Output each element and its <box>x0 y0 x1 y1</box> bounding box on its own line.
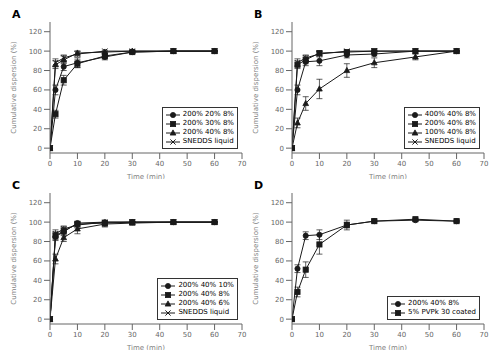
html-text:200% 40% 8%: 200% 40% 8% <box>424 119 476 127</box>
svg-text:Time (min): Time (min) <box>368 173 407 179</box>
svg-text:0: 0 <box>48 160 52 168</box>
svg-text:40: 40 <box>275 277 284 285</box>
svg-text:40: 40 <box>397 160 406 168</box>
svg-text:10: 10 <box>315 331 324 339</box>
svg-text:120: 120 <box>29 28 42 36</box>
svg-text:70: 70 <box>238 160 247 168</box>
svg-text:60: 60 <box>275 257 284 265</box>
svg-text:20: 20 <box>275 296 284 304</box>
html-text:200% 40% 8%: 200% 40% 8% <box>178 290 230 298</box>
svg-text:0: 0 <box>290 160 294 168</box>
svg-text:0: 0 <box>48 331 52 339</box>
svg-text:70: 70 <box>238 331 247 339</box>
svg-text:50: 50 <box>183 160 192 168</box>
html-text:SNEDDS liquid: SNEDDS liquid <box>424 137 476 145</box>
svg-text:60: 60 <box>452 331 461 339</box>
svg-text:120: 120 <box>29 199 42 207</box>
svg-text:80: 80 <box>33 67 42 75</box>
svg-text:0: 0 <box>280 316 284 324</box>
svg-text:20: 20 <box>275 125 284 133</box>
svg-text:30: 30 <box>128 160 137 168</box>
svg-text:100: 100 <box>271 48 284 56</box>
html-text:200% 40% 8%: 200% 40% 8% <box>182 128 234 136</box>
svg-text:50: 50 <box>425 160 434 168</box>
html-text:SNEDDS liquid: SNEDDS liquid <box>182 137 234 145</box>
html-text:SNEDDS liquid: SNEDDS liquid <box>178 308 230 316</box>
svg-text:0: 0 <box>290 331 294 339</box>
svg-text:100: 100 <box>29 219 42 227</box>
svg-text:Time (min): Time (min) <box>126 344 165 350</box>
svg-text:120: 120 <box>271 199 284 207</box>
html-text:D: D <box>254 179 264 192</box>
svg-text:40: 40 <box>155 331 164 339</box>
svg-text:30: 30 <box>128 331 137 339</box>
svg-text:20: 20 <box>100 160 109 168</box>
svg-text:0: 0 <box>38 145 42 153</box>
svg-text:70: 70 <box>480 160 489 168</box>
html-text:200% 20% 8%: 200% 20% 8% <box>182 110 234 118</box>
svg-text:80: 80 <box>275 238 284 246</box>
svg-text:50: 50 <box>183 331 192 339</box>
svg-text:Cumulative dispersion (%): Cumulative dispersion (%) <box>10 41 18 134</box>
svg-text:80: 80 <box>33 238 42 246</box>
svg-text:80: 80 <box>275 67 284 75</box>
svg-text:120: 120 <box>271 28 284 36</box>
svg-text:40: 40 <box>155 160 164 168</box>
svg-text:10: 10 <box>315 160 324 168</box>
svg-text:40: 40 <box>397 331 406 339</box>
svg-text:60: 60 <box>452 160 461 168</box>
html-text:5% PVPk 30 coated: 5% PVPk 30 coated <box>408 308 476 316</box>
svg-text:Cumulative dispersion (%): Cumulative dispersion (%) <box>10 212 18 305</box>
svg-text:20: 20 <box>33 125 42 133</box>
svg-text:20: 20 <box>342 331 351 339</box>
svg-text:Cumulative dispersion (%): Cumulative dispersion (%) <box>252 212 260 305</box>
html-text:100% 40% 8%: 100% 40% 8% <box>424 128 476 136</box>
svg-text:20: 20 <box>342 160 351 168</box>
html-text:B: B <box>254 8 263 21</box>
svg-text:20: 20 <box>33 296 42 304</box>
svg-text:0: 0 <box>280 145 284 153</box>
svg-text:20: 20 <box>100 331 109 339</box>
svg-text:0: 0 <box>38 316 42 324</box>
svg-text:Time (min): Time (min) <box>126 173 165 179</box>
svg-text:50: 50 <box>425 331 434 339</box>
html-text:A: A <box>12 8 21 21</box>
svg-text:40: 40 <box>33 277 42 285</box>
svg-text:60: 60 <box>33 257 42 265</box>
svg-text:100: 100 <box>29 48 42 56</box>
svg-text:Cumulative dispersion (%): Cumulative dispersion (%) <box>252 41 260 134</box>
svg-text:40: 40 <box>275 106 284 114</box>
svg-text:30: 30 <box>370 160 379 168</box>
svg-text:60: 60 <box>275 86 284 94</box>
html-text:200% 40% 8%: 200% 40% 8% <box>408 299 460 307</box>
html-text:200% 30% 8%: 200% 30% 8% <box>182 119 234 127</box>
svg-text:70: 70 <box>480 331 489 339</box>
svg-text:10: 10 <box>73 160 82 168</box>
svg-text:60: 60 <box>210 331 219 339</box>
svg-text:30: 30 <box>370 331 379 339</box>
svg-text:60: 60 <box>33 86 42 94</box>
svg-text:40: 40 <box>33 106 42 114</box>
html-text:400% 40% 8%: 400% 40% 8% <box>424 110 476 118</box>
svg-text:10: 10 <box>73 331 82 339</box>
html-text:200% 40% 6%: 200% 40% 6% <box>178 299 230 307</box>
svg-text:60: 60 <box>210 160 219 168</box>
svg-text:Time (min): Time (min) <box>368 344 407 350</box>
html-text:200% 40% 10%: 200% 40% 10% <box>178 281 234 289</box>
html-text:C: C <box>12 179 21 192</box>
svg-text:100: 100 <box>271 219 284 227</box>
